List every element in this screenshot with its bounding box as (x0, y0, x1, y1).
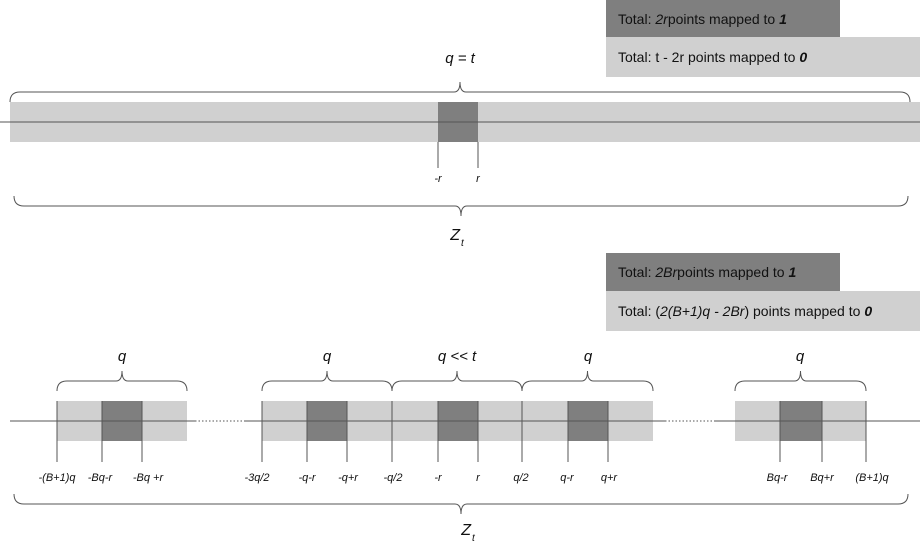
legend-bottom-zeros-em: 2(B+1)q - 2Br (660, 303, 745, 319)
top-zt-main: Z (449, 227, 461, 244)
bottom-tick-label-4: -q-r (298, 472, 316, 484)
bottom-tick-label-5: -q+r (338, 472, 359, 484)
bottom-tick-label-1: -Bq-r (88, 472, 114, 484)
bottom-tick-label-6: -q/2 (384, 472, 403, 484)
top-zt-sub: t (461, 238, 465, 249)
bottom-group-label-4: q (796, 348, 805, 365)
legend-top-ones-prefix: Total: (618, 10, 652, 27)
bottom-group-brace-4 (734, 370, 867, 392)
bottom-tick-label-7: -r (434, 472, 443, 484)
legend-top-ones-value: 1 (779, 10, 787, 27)
top-tick-label-pos-r: r (476, 173, 481, 185)
bottom-tick-label-14: (B+1)q (855, 472, 889, 484)
bottom-group-brace-1 (261, 370, 393, 392)
legend-bottom-zeros: Total: (2(B+1)q - 2Br) points mapped to … (606, 291, 920, 331)
legend-bottom-ones-em: 2Br (655, 264, 678, 280)
bottom-tick-label-13: Bq+r (810, 472, 835, 484)
bottom-group-label-0: q (118, 348, 127, 365)
bottom-tick-label-2: -Bq +r (133, 472, 165, 484)
bottom-tick-label-12: Bq-r (767, 472, 789, 484)
legend-top-ones-middle: points mapped to (667, 10, 776, 27)
legend-bottom-zeros-value: 0 (864, 303, 873, 319)
legend-bottom-zeros-middle: ) points mapped to (744, 303, 861, 319)
bottom-tick-label-8: r (476, 472, 481, 484)
legend-top-zeros: Total: t - 2r points mapped to 0 (606, 37, 920, 77)
legend-top-ones: Total: 2r points mapped to 1 (606, 0, 840, 37)
top-tick-label-neg-r: -r (434, 173, 443, 185)
legend-top-zeros-prefix: Total: t - 2r points mapped to (618, 49, 796, 65)
legend-bottom-ones-value: 1 (788, 264, 797, 280)
bottom-group-brace-2 (391, 370, 523, 392)
legend-bottom-zeros-prefix: Total: ( (618, 303, 661, 319)
bottom-tick-label-9: q/2 (513, 472, 528, 484)
bottom-tick-label-11: q+r (601, 472, 619, 484)
bottom-group-label-3: q (584, 348, 593, 365)
bottom-group-label-2: q << t (438, 348, 477, 365)
legend-bottom-ones: Total: 2Br points mapped to 1 (606, 253, 840, 291)
bottom-tick-label-3: -3q/2 (244, 472, 269, 484)
bottom-zt-sub: t (472, 533, 476, 544)
bottom-tick-label-10: q-r (560, 472, 575, 484)
top-brace (9, 81, 911, 103)
bottom-group-label-1: q (323, 348, 332, 365)
top-brace-label: q = t (445, 50, 475, 67)
bottom-zt-main: Z (460, 522, 472, 539)
legend-bottom-ones-middle: points mapped to (677, 264, 785, 280)
legend-bottom-ones-prefix: Total: (618, 264, 652, 280)
bottom-group-brace-3 (521, 370, 654, 392)
top-bottom-brace (13, 195, 909, 217)
bottom-tick-label-0: -(B+1)q (39, 472, 77, 484)
bottom-group-brace-0 (56, 370, 188, 392)
bottom-bottom-brace (13, 493, 909, 515)
legend-top-zeros-value: 0 (799, 49, 808, 65)
legend-top-ones-em: 2r (655, 10, 668, 27)
